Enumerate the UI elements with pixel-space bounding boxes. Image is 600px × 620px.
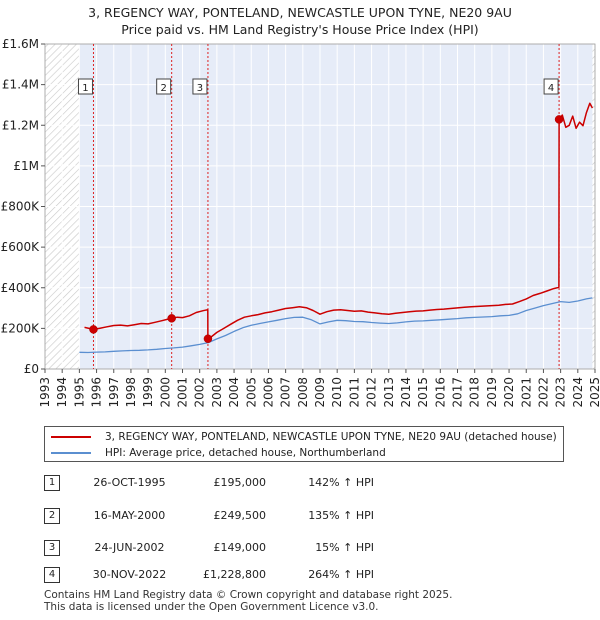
sale-label-number: 1 — [82, 83, 88, 94]
x-tick-label: 2009 — [313, 377, 327, 408]
sale-date: 30-NOV-2022 — [92, 568, 167, 581]
x-tick-label: 2018 — [468, 377, 482, 408]
legend-entry-hpi: HPI: Average price, detached house, Nort… — [51, 445, 386, 461]
x-tick-label: 2004 — [227, 377, 241, 408]
x-tick-label: 2003 — [210, 377, 224, 408]
y-tick-label: £1.6M — [2, 37, 39, 51]
sale-number-badge: 3 — [44, 540, 60, 556]
footer: Contains HM Land Registry data © Crown c… — [44, 589, 452, 613]
legend-swatch-price — [51, 436, 91, 438]
x-tick-label: 2015 — [416, 377, 430, 408]
x-tick-label: 2012 — [365, 377, 379, 408]
x-tick-label: 1993 — [38, 377, 52, 408]
x-tick-label: 2017 — [451, 377, 465, 408]
legend-label-hpi: HPI: Average price, detached house, Nort… — [105, 447, 386, 459]
sale-date: 26-OCT-1995 — [93, 476, 166, 489]
legend: 3, REGENCY WAY, PONTELAND, NEWCASTLE UPO… — [44, 426, 564, 462]
x-tick-label: 1998 — [124, 377, 138, 408]
sale-number-badge: 1 — [44, 475, 60, 491]
sale-row-1: 1 26-OCT-1995 £195,000 142% ↑ HPI — [42, 474, 442, 492]
x-tick-label: 2001 — [176, 377, 190, 408]
sale-label-box — [543, 78, 559, 95]
sale-label-box — [192, 78, 208, 95]
x-tick-label: 1996 — [90, 377, 104, 408]
y-tick-label: £600K — [1, 240, 41, 254]
legend-entry-price: 3, REGENCY WAY, PONTELAND, NEWCASTLE UPO… — [51, 429, 557, 445]
y-tick-label: £0 — [24, 362, 39, 376]
sale-number-badge: 2 — [44, 508, 60, 524]
hpi-line — [79, 297, 593, 354]
sale-label-number: 4 — [548, 83, 554, 94]
sale-price: £195,000 — [213, 476, 267, 489]
sale-hpi-change: 264% ↑ HPI — [308, 568, 374, 581]
sale-label-box — [156, 78, 172, 95]
sale-point — [554, 115, 564, 124]
sale-label-number: 3 — [197, 83, 203, 94]
y-tick-label: £400K — [1, 281, 41, 295]
sale-date: 16-MAY-2000 — [93, 509, 166, 522]
sale-row-4: 4 30-NOV-2022 £1,228,800 264% ↑ HPI — [42, 566, 442, 584]
x-tick-label: 2014 — [399, 377, 413, 408]
sale-price: £249,500 — [213, 509, 267, 522]
x-tick-label: 1995 — [72, 377, 86, 408]
sale-date: 24-JUN-2002 — [94, 541, 165, 554]
sale-row-2: 2 16-MAY-2000 £249,500 135% ↑ HPI — [42, 507, 442, 525]
x-tick-label: 2020 — [502, 377, 516, 408]
chart-title: 3, REGENCY WAY, PONTELAND, NEWCASTLE UPO… — [0, 4, 600, 38]
x-tick-label: 2005 — [244, 377, 258, 408]
x-tick-label: 1997 — [107, 377, 121, 408]
x-tick-label: 2011 — [347, 377, 361, 408]
x-tick-label: 2021 — [519, 377, 533, 408]
sale-hpi-change: 135% ↑ HPI — [308, 509, 374, 522]
x-tick-label: 2023 — [554, 377, 568, 408]
x-tick-label: 2025 — [588, 377, 600, 408]
x-tick-label: 2010 — [330, 377, 344, 408]
x-tick-label: 2013 — [382, 377, 396, 408]
sale-price: £1,228,800 — [203, 568, 266, 581]
y-tick-label: £1.2M — [2, 118, 39, 132]
title-line-1: 3, REGENCY WAY, PONTELAND, NEWCASTLE UPO… — [88, 5, 512, 20]
sale-label-box — [77, 78, 93, 95]
sale-hpi-change: 142% ↑ HPI — [308, 476, 374, 489]
footer-copyright: Contains HM Land Registry data © Crown c… — [44, 589, 453, 601]
y-tick-label: £1.4M — [2, 78, 39, 92]
x-tick-label: 2019 — [485, 377, 499, 408]
sale-hpi-change: 15% ↑ HPI — [315, 541, 374, 554]
price-paid-line — [84, 102, 594, 340]
x-tick-label: 2022 — [536, 377, 550, 408]
sale-label-number: 2 — [160, 83, 166, 94]
x-tick-label: 1994 — [55, 377, 69, 408]
sale-point — [203, 334, 213, 343]
x-tick-label: 1999 — [141, 377, 155, 408]
x-tick-label: 2002 — [193, 377, 207, 408]
x-tick-label: 2007 — [279, 377, 293, 408]
price-chart: £0 £200K £400K £600K £800K £1M £1.2M £1.4M £1.6M… — [1, 37, 600, 408]
x-tick-label: 2024 — [571, 377, 585, 408]
footer-licence: This data is licensed under the Open Gov… — [44, 601, 379, 613]
legend-label-price: 3, REGENCY WAY, PONTELAND, NEWCASTLE UPO… — [105, 431, 557, 443]
y-tick-label: £800K — [1, 200, 41, 214]
sale-row-3: 3 24-JUN-2002 £149,000 15% ↑ HPI — [42, 539, 442, 557]
legend-swatch-hpi — [51, 452, 91, 454]
sale-point — [89, 325, 98, 334]
title-line-2: Price paid vs. HM Land Registry's House … — [121, 22, 479, 37]
sale-price: £149,000 — [213, 541, 267, 554]
x-tick-label: 2008 — [296, 377, 310, 408]
x-tick-label: 2006 — [261, 377, 275, 408]
x-tick-label: 2000 — [158, 377, 172, 408]
sale-point — [167, 314, 176, 323]
y-tick-label: £200K — [1, 321, 41, 335]
x-tick-label: 2016 — [433, 377, 447, 408]
sale-number-badge: 4 — [44, 567, 60, 583]
y-tick-label: £1M — [13, 159, 39, 173]
